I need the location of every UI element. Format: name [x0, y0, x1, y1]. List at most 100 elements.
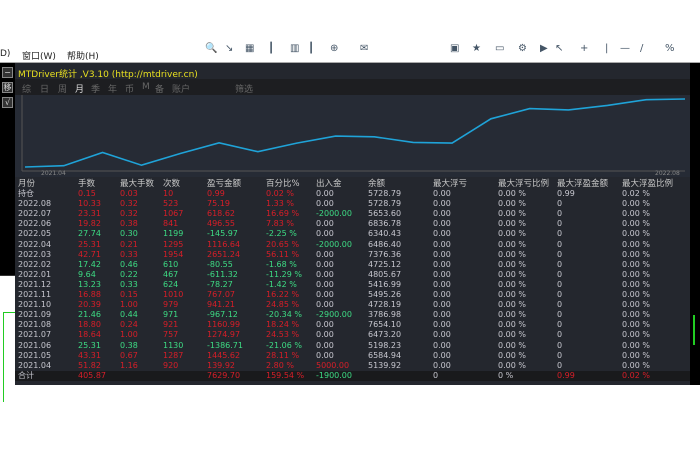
cell-2: 1.00 — [120, 300, 138, 310]
cell-4: 941.21 — [207, 300, 235, 310]
tab-5[interactable]: 年 — [108, 85, 118, 95]
cell-6: 0.00 — [316, 199, 334, 209]
cell-9: 最大浮亏比例 — [498, 179, 550, 189]
bar-chart-icon[interactable]: ┃ — [268, 43, 275, 54]
cursor-icon[interactable]: ▶ — [540, 43, 548, 54]
cell-8: 0.00 — [433, 360, 451, 370]
end-date-label: 2022.08 — [655, 170, 680, 177]
cell-1: 17.42 — [78, 259, 101, 269]
cell-6: 0.00 — [316, 259, 334, 269]
table-row: 2021.10 20.39 1.00 979 941.21 24.85 % 0.00 4728… — [15, 300, 690, 310]
cell-7: 4805.67 — [368, 269, 402, 279]
cell-8: 0.00 — [433, 350, 451, 360]
cell-7: 余额 — [368, 179, 386, 189]
tab-1[interactable]: 日 — [40, 85, 50, 95]
cell-0: 2022.01 — [18, 269, 52, 279]
cell-11: 0.00 % — [622, 249, 650, 259]
move-button[interactable]: 移 — [2, 82, 13, 93]
text-icon[interactable]: % — [665, 43, 675, 54]
tab-0[interactable]: 综 — [22, 85, 32, 95]
cell-4: 618.62 — [207, 209, 235, 219]
cell-5: 24.53 % — [266, 330, 300, 340]
crosshair-icon[interactable]: ↖ — [555, 43, 564, 54]
cell-4: -1386.71 — [207, 340, 243, 350]
template-icon[interactable]: ✉ — [360, 43, 369, 54]
zoom-in-icon[interactable]: 🔍 — [205, 43, 218, 54]
vertical-line-icon[interactable]: + — [580, 43, 589, 54]
candle-icon[interactable]: ▥ — [290, 43, 300, 54]
period-icon[interactable]: ⊕ — [330, 43, 339, 54]
cell-1: 51.82 — [78, 360, 101, 370]
cell-11: 0.00 % — [622, 310, 650, 320]
cell-11: 0.00 % — [622, 340, 650, 350]
cell-10: 0.99 — [557, 189, 575, 199]
cell-3: 1067 — [163, 209, 184, 219]
cell-6: 0.00 — [316, 340, 334, 350]
cell-9: 0.00 % — [498, 269, 526, 279]
tab-3[interactable]: 月 — [75, 85, 85, 95]
cell-4: 767.07 — [207, 290, 235, 300]
cell-8: 0.00 — [433, 279, 451, 289]
cell-11: 0.02 % — [622, 370, 650, 380]
line-chart-icon[interactable]: ┃ — [308, 43, 315, 54]
cell-11: 0.00 % — [622, 360, 650, 370]
cell-11: 0.00 % — [622, 219, 650, 229]
cell-0: 2021.09 — [18, 310, 52, 320]
cell-1: 43.31 — [78, 350, 101, 360]
tab-8[interactable]: 备 — [155, 85, 165, 95]
cell-0: 合计 — [18, 370, 34, 380]
cell-5: 20.65 % — [266, 239, 300, 249]
tab-4[interactable]: 季 — [91, 85, 101, 95]
cell-9: 0.00 % — [498, 340, 526, 350]
cell-1: 13.23 — [78, 279, 101, 289]
cell-6: 0.00 — [316, 330, 334, 340]
autotrading-icon[interactable]: ⚙ — [518, 43, 527, 54]
terminal-icon[interactable]: ▭ — [495, 43, 505, 54]
cell-0: 2022.05 — [18, 229, 52, 239]
menu-item[interactable]: D) — [0, 49, 11, 59]
check-button[interactable]: √ — [2, 97, 13, 108]
tab-6[interactable]: 币 — [125, 85, 135, 95]
cell-6: 5000.00 — [316, 360, 350, 370]
cell-8: 0.00 — [433, 239, 451, 249]
cell-5: 7.83 % — [266, 219, 294, 229]
cell-7: 3786.98 — [368, 310, 402, 320]
cell-10: 0 — [557, 229, 563, 239]
tab-7[interactable]: M — [142, 82, 150, 92]
cell-1: 手数 — [78, 179, 96, 189]
cell-6: 0.00 — [316, 219, 334, 229]
grid-icon[interactable]: ▦ — [245, 43, 255, 54]
cell-8: 0.00 — [433, 259, 451, 269]
cell-2: 最大手数 — [120, 179, 155, 189]
menu-bar: D) 窗口(W) 帮助(H) — [0, 44, 700, 62]
minimize-button[interactable]: − — [2, 67, 13, 78]
navigator-icon[interactable]: ★ — [472, 43, 481, 54]
cell-1: 23.31 — [78, 209, 101, 219]
tab-10[interactable]: 筛选 — [235, 85, 254, 95]
trendline-icon[interactable]: — — [620, 43, 630, 54]
menu-help[interactable]: 帮助(H) — [67, 52, 99, 62]
cell-9: 0.00 % — [498, 279, 526, 289]
cell-9: 0.00 % — [498, 259, 526, 269]
fibo-icon[interactable]: / — [640, 43, 644, 54]
cell-3: 757 — [163, 330, 179, 340]
cell-4: -611.32 — [207, 269, 238, 279]
cell-9: 0.00 % — [498, 330, 526, 340]
cell-6: 0.00 — [316, 279, 334, 289]
table-row: 2022.04 25.31 0.21 1295 1116.64 20.65 % -2000.… — [15, 240, 690, 250]
menu-window[interactable]: 窗口(W) — [22, 52, 56, 62]
cell-0: 2021.04 — [18, 360, 52, 370]
cell-7: 6340.43 — [368, 229, 402, 239]
tab-2[interactable]: 周 — [58, 85, 68, 95]
cell-5: -21.06 % — [266, 340, 302, 350]
cell-8: 0.00 — [433, 340, 451, 350]
tab-9[interactable]: 账户 — [172, 85, 191, 95]
expert-icon[interactable]: ▣ — [450, 43, 460, 54]
cell-5: 24.85 % — [266, 300, 300, 310]
horizontal-line-icon[interactable]: | — [605, 43, 609, 54]
cell-3: 624 — [163, 279, 179, 289]
cell-3: 1130 — [163, 340, 184, 350]
period-tabs: 综日周月季年币 M 备账户 筛选 — [15, 79, 690, 95]
zoom-out-icon[interactable]: ↘ — [225, 43, 234, 54]
cell-0: 2022.06 — [18, 219, 52, 229]
